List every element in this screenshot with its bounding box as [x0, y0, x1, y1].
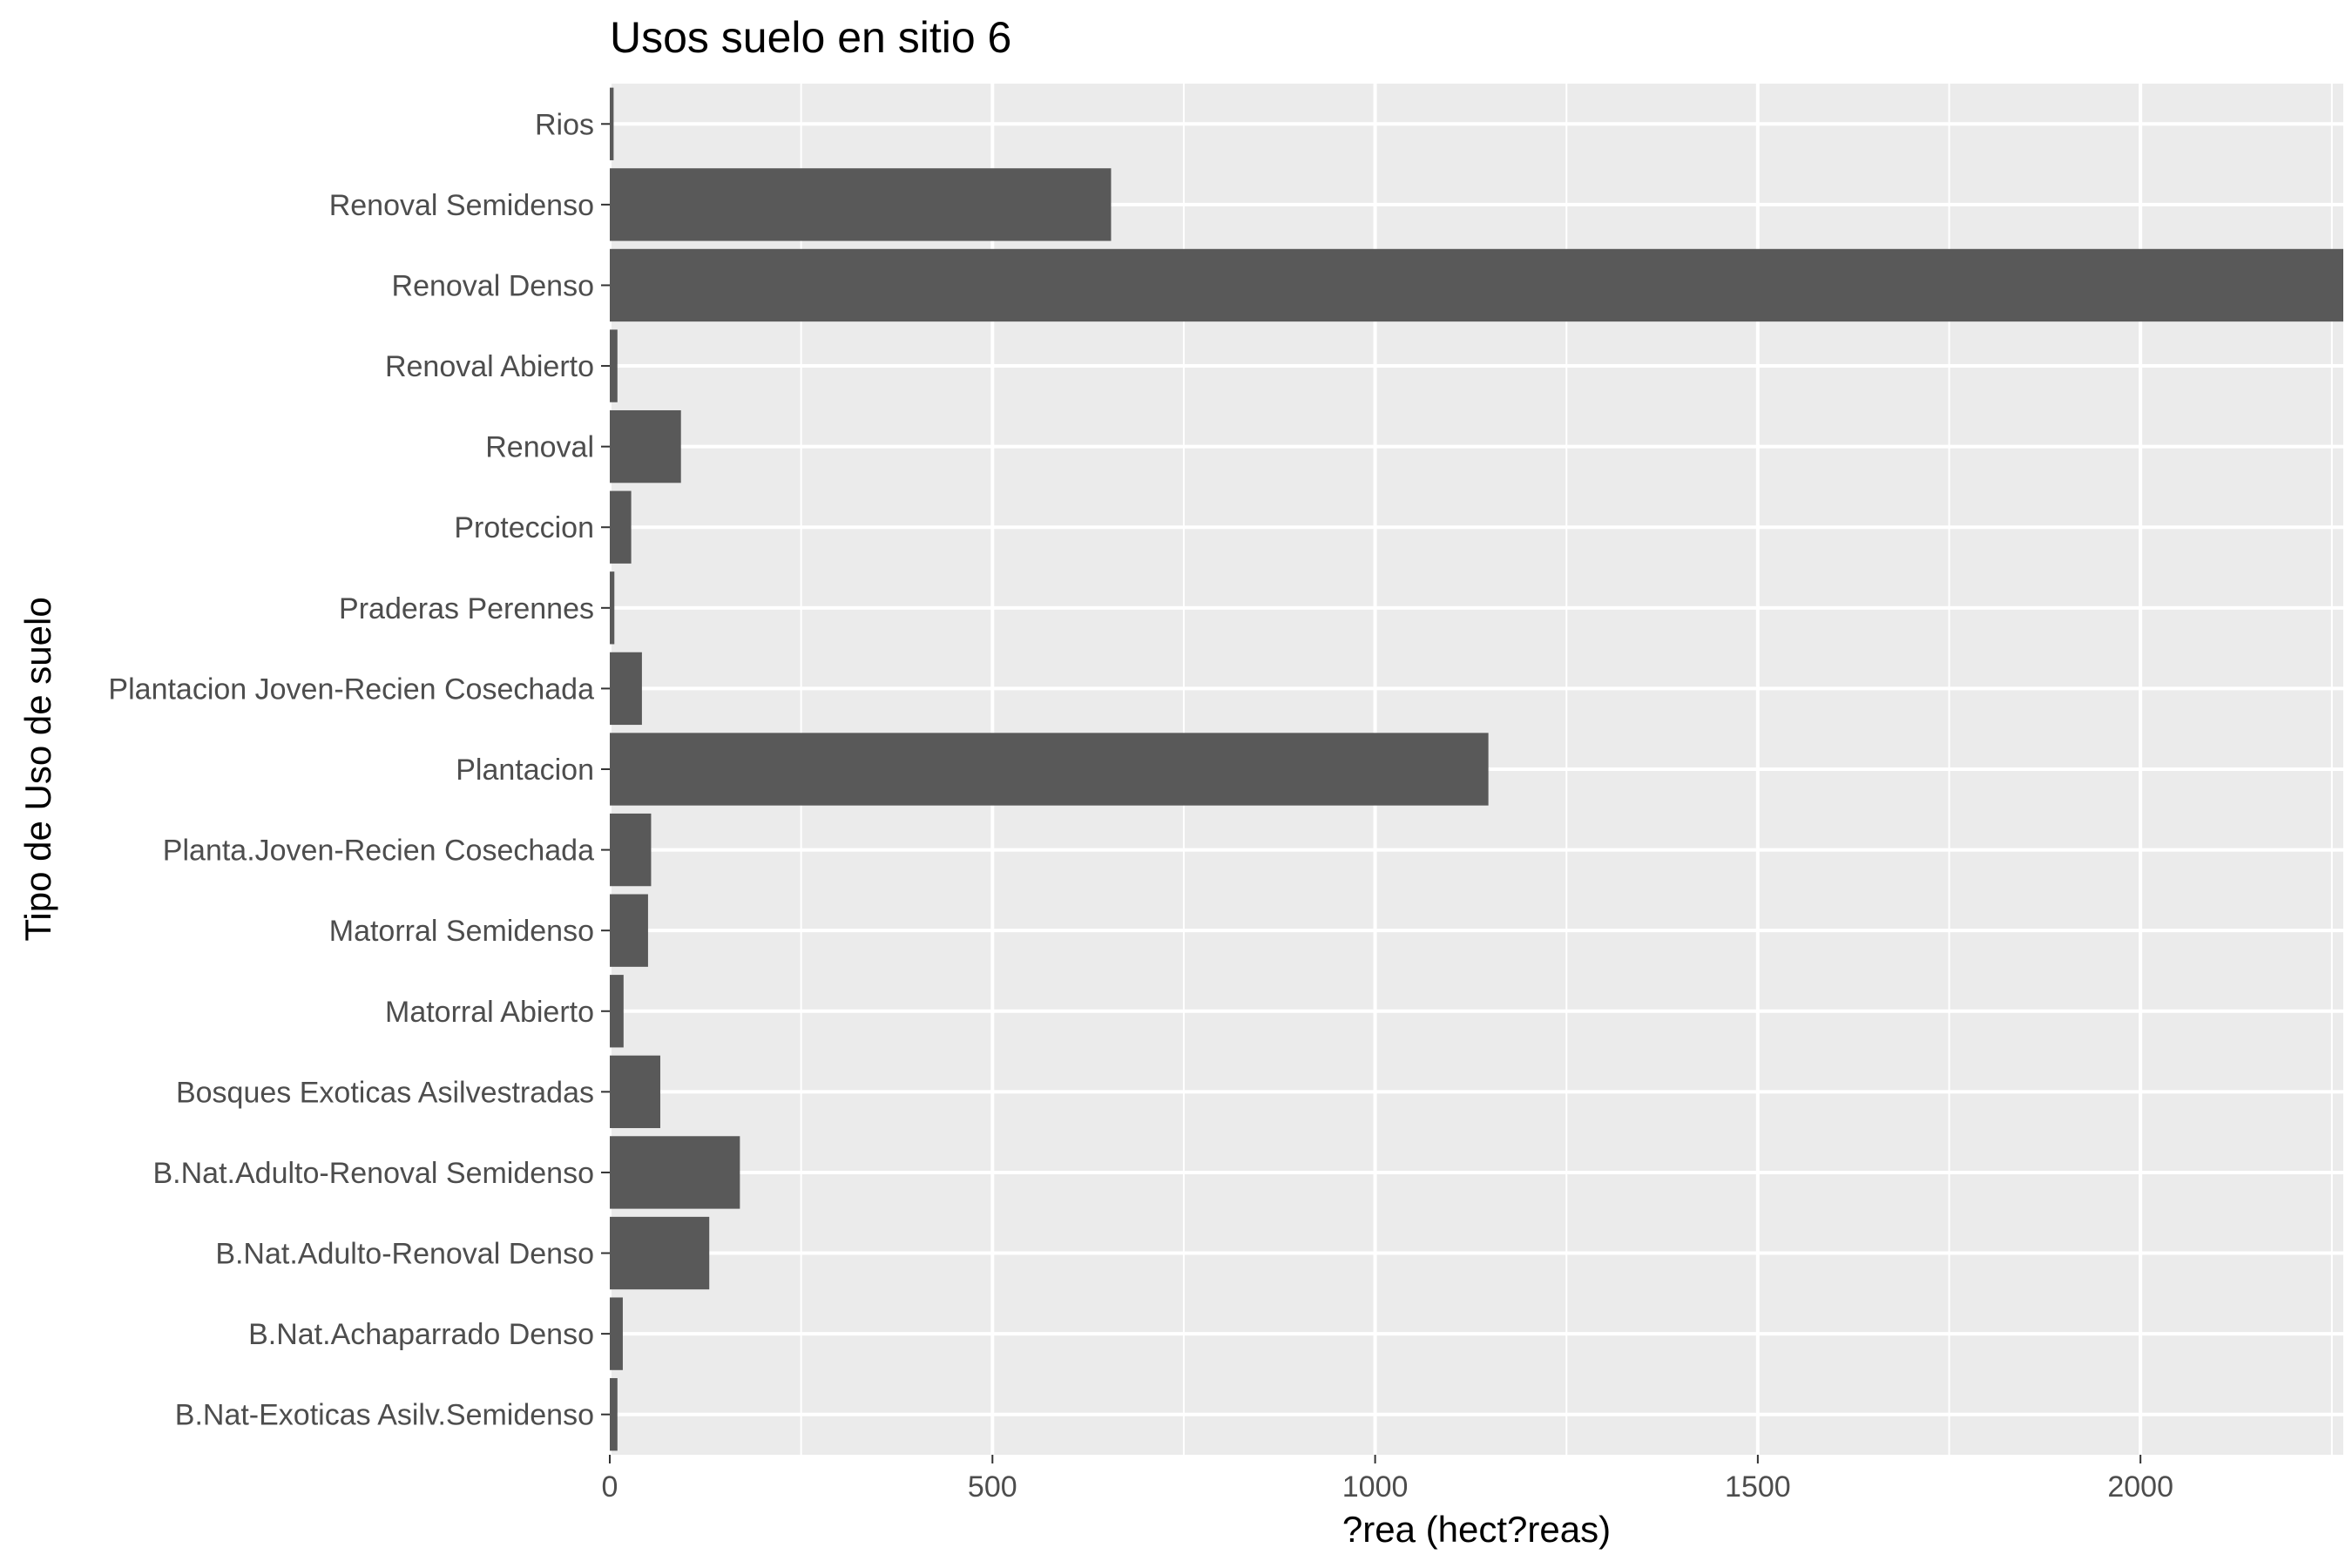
y-tick-label: Renoval Semidenso [329, 189, 594, 222]
y-tick-label: B.Nat.Achaparrado Denso [248, 1318, 594, 1351]
x-tick-label: 1000 [1342, 1470, 1409, 1504]
bar [610, 813, 652, 887]
y-tick-label: B.Nat-Exoticas Asilv.Semidenso [175, 1399, 594, 1432]
bar [610, 733, 1489, 806]
y-tick-label: Matorral Abierto [385, 996, 594, 1029]
bar [610, 1216, 710, 1290]
y-axis-title: Tipo de Uso de suelo [17, 597, 58, 941]
y-tick-label: Renoval [485, 431, 594, 464]
x-axis-ticks: 0 500 1000 1500 2000 [602, 1455, 2173, 1504]
x-tick-label: 0 [602, 1470, 618, 1504]
y-tick-label: Matorral Semidenso [329, 915, 594, 948]
bar [610, 1136, 740, 1209]
y-tick-label: Plantacion Joven-Recien Cosechada [108, 672, 594, 706]
y-tick-label: Planta.Joven-Recien Cosechada [163, 835, 594, 868]
bar [610, 490, 632, 564]
y-tick-label: Plantacion [456, 754, 594, 787]
x-tick-label: 500 [968, 1470, 1017, 1504]
x-axis-title: ?rea (hect?reas) [1342, 1509, 1611, 1550]
bar [610, 87, 614, 160]
y-tick-label: B.Nat.Adulto-Renoval Denso [215, 1238, 594, 1271]
y-axis-ticks: B.Nat-Exoticas Asilv.Semidenso B.Nat.Acha… [108, 108, 610, 1432]
bar [610, 1297, 623, 1370]
bar [610, 168, 1112, 241]
x-tick-label: 2000 [2107, 1470, 2173, 1504]
y-tick-label: Renoval Abierto [385, 350, 594, 383]
bar [610, 571, 615, 645]
x-tick-label: 1500 [1725, 1470, 1791, 1504]
bars [610, 87, 2343, 1451]
y-tick-label: Bosques Exoticas Asilvestradas [176, 1076, 594, 1109]
bar [610, 1055, 660, 1129]
bar [610, 894, 648, 967]
y-tick-label: Renoval Denso [392, 269, 594, 302]
bar [610, 409, 681, 483]
bar [610, 329, 618, 402]
y-tick-label: Praderas Perennes [339, 592, 594, 625]
chart-title: Usos suelo en sitio 6 [610, 13, 1011, 62]
bar [610, 1378, 618, 1451]
bar [610, 248, 2343, 322]
y-tick-label: B.Nat.Adulto-Renoval Semidenso [153, 1157, 595, 1190]
y-tick-label: Proteccion [454, 511, 594, 544]
y-tick-label: Rios [535, 108, 594, 141]
bar [610, 975, 624, 1048]
bar [610, 652, 642, 726]
